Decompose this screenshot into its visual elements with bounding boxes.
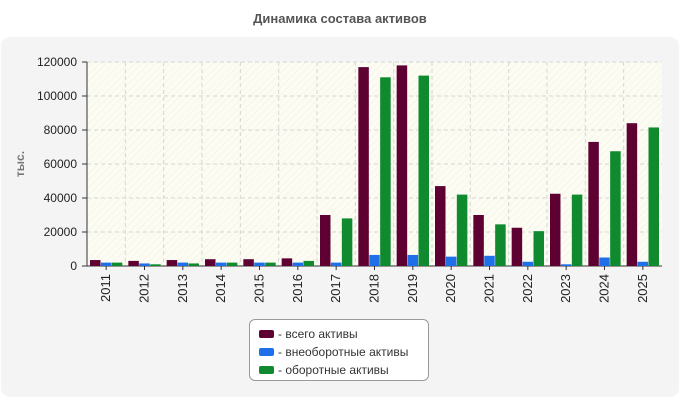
bar-current-assets — [648, 127, 659, 266]
bar-noncurrent-assets — [100, 262, 112, 266]
x-tick-label: 2012 — [137, 274, 152, 303]
legend-swatch-current — [259, 366, 274, 374]
y-tick-label: 120000 — [37, 55, 77, 69]
bar-noncurrent-assets — [177, 262, 189, 266]
legend-swatch-total — [259, 330, 274, 338]
y-tick-label: 60000 — [44, 157, 78, 171]
legend-label-current: - оборотные активы — [278, 363, 389, 377]
x-tick-label: 2011 — [98, 274, 113, 302]
bar-current-assets — [533, 231, 544, 266]
legend-item-total: - всего активы — [259, 325, 428, 343]
x-tick-label: 2023 — [558, 274, 573, 303]
x-tick-label: 2017 — [328, 274, 343, 303]
bar-noncurrent-assets — [599, 257, 610, 266]
bar-current-assets — [111, 262, 123, 266]
bar-current-assets — [150, 264, 161, 266]
x-tick-label: 2018 — [367, 274, 382, 303]
bar-total-assets — [358, 67, 369, 266]
bar-noncurrent-assets — [522, 261, 534, 266]
bar-noncurrent-assets — [254, 262, 265, 266]
y-axis-label: тыс. — [13, 151, 27, 177]
bar-current-assets — [571, 194, 583, 266]
bar-noncurrent-assets — [139, 263, 150, 266]
bar-total-assets — [435, 186, 446, 266]
x-tick-label: 2014 — [213, 274, 228, 303]
bar-noncurrent-assets — [637, 261, 649, 266]
bar-current-assets — [610, 151, 621, 266]
y-tick-label: 20000 — [44, 225, 78, 239]
bar-current-assets — [495, 224, 506, 266]
bar-total-assets — [128, 260, 139, 266]
bar-noncurrent-assets — [215, 262, 227, 266]
bar-total-assets — [281, 258, 293, 266]
bar-total-assets — [511, 227, 523, 266]
bar-current-assets — [188, 263, 199, 266]
bar-current-assets — [226, 262, 238, 266]
bar-current-assets — [265, 262, 276, 266]
x-tick-label: 2022 — [520, 274, 535, 303]
x-tick-label: 2019 — [405, 274, 420, 303]
legend-item-current: - оборотные активы — [259, 361, 428, 379]
bar-total-assets — [320, 215, 331, 266]
legend-swatch-noncurrent — [259, 348, 274, 356]
bar-total-assets — [550, 193, 561, 266]
legend-label-total: - всего активы — [278, 327, 358, 341]
bar-total-assets — [396, 65, 408, 267]
bar-total-assets — [243, 259, 254, 266]
x-tick-label: 2016 — [290, 274, 305, 303]
x-tick-label: 2025 — [635, 274, 650, 303]
bar-noncurrent-assets — [560, 264, 572, 266]
x-tick-label: 2013 — [175, 274, 190, 303]
bar-current-assets — [303, 260, 314, 266]
bar-noncurrent-assets — [407, 254, 419, 266]
legend-label-noncurrent: - внеоборотные активы — [278, 345, 409, 359]
bar-noncurrent-assets — [445, 256, 457, 266]
x-tick-label: 2015 — [252, 274, 267, 303]
y-tick-label: 80000 — [44, 123, 78, 137]
bar-current-assets — [380, 77, 391, 266]
chart-title: Динамика состава активов — [253, 11, 427, 26]
y-tick-label: 40000 — [44, 191, 78, 205]
bar-noncurrent-assets — [369, 254, 380, 266]
legend-item-noncurrent: - внеоборотные активы — [259, 343, 428, 361]
bar-current-assets — [456, 194, 468, 266]
y-tick-label: 100000 — [37, 89, 77, 103]
bar-noncurrent-assets — [484, 255, 495, 266]
bar-current-assets — [341, 218, 353, 266]
bar-total-assets — [588, 141, 599, 266]
chart-legend: - всего активы - внеоборотные активы - о… — [249, 319, 429, 381]
x-tick-label: 2020 — [443, 274, 458, 303]
bar-current-assets — [418, 75, 429, 266]
bar-noncurrent-assets — [330, 262, 342, 266]
x-tick-label: 2024 — [597, 274, 612, 303]
y-tick-label: 0 — [70, 259, 77, 273]
bar-total-assets — [90, 260, 101, 266]
bar-total-assets — [205, 259, 216, 266]
x-tick-label: 2021 — [482, 274, 497, 303]
bar-total-assets — [626, 123, 638, 266]
bar-total-assets — [473, 215, 484, 266]
bar-noncurrent-assets — [292, 262, 304, 266]
bar-total-assets — [166, 260, 178, 266]
